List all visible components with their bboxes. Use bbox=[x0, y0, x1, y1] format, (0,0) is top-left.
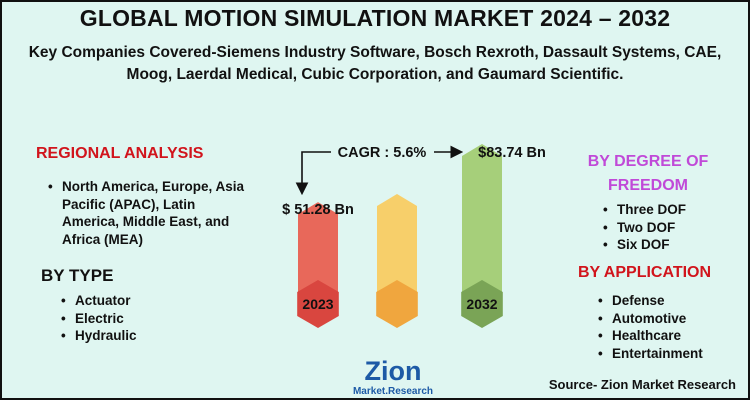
list-item: North America, Europe, Asia Pacific (APA… bbox=[48, 178, 248, 248]
key-companies-text: Key Companies Covered-Siemens Industry S… bbox=[28, 44, 722, 83]
page-title: GLOBAL MOTION SIMULATION MARKET 2024 – 2… bbox=[79, 5, 671, 31]
bar-2023 bbox=[298, 202, 338, 304]
data-label-2023: $ 51.28 Bn bbox=[282, 202, 354, 218]
zion-logo: Zion Market.Research bbox=[353, 356, 433, 397]
year-label-2032: 2032 bbox=[466, 296, 497, 312]
hexagon-2032 bbox=[461, 280, 503, 328]
list-item: Three DOF bbox=[603, 201, 686, 219]
source-text: Source- Zion Market Research bbox=[548, 377, 736, 392]
list-item: Automotive bbox=[598, 310, 703, 328]
hexagon-2023 bbox=[297, 280, 339, 328]
by-dof-heading-line2: FREEDOM bbox=[608, 177, 688, 194]
list-item: Hydraulic bbox=[61, 327, 137, 345]
application-list: Defense Automotive Healthcare Entertainm… bbox=[598, 292, 703, 362]
by-dof-heading-line1: BY DEGREE OF bbox=[587, 153, 709, 170]
year-label-2023: 2023 bbox=[302, 296, 333, 312]
cagr-label: CAGR : 5.6% bbox=[338, 145, 427, 161]
dof-list: Three DOF Two DOF Six DOF bbox=[603, 201, 686, 254]
list-item: Defense bbox=[598, 292, 703, 310]
regional-list: North America, Europe, Asia Pacific (APA… bbox=[48, 178, 248, 248]
hexagon-middle bbox=[376, 280, 418, 328]
bar-middle bbox=[377, 194, 417, 304]
bar-2032 bbox=[462, 144, 502, 304]
logo-text-zion: Zion bbox=[365, 356, 422, 386]
list-item: Entertainment bbox=[598, 345, 703, 363]
list-item: Electric bbox=[61, 310, 137, 328]
list-item: Six DOF bbox=[603, 236, 686, 254]
by-application-heading: BY APPLICATION bbox=[578, 264, 712, 281]
by-dof-heading: BY DEGREE OF FREEDOM bbox=[568, 150, 728, 198]
list-item: Actuator bbox=[61, 292, 137, 310]
by-type-heading: BY TYPE bbox=[41, 266, 114, 285]
type-list: Actuator Electric Hydraulic bbox=[61, 292, 137, 345]
regional-analysis-heading: REGIONAL ANALYSIS bbox=[36, 145, 204, 162]
cagr-arrow bbox=[295, 151, 331, 196]
logo-text-market-research: Market.Research bbox=[353, 386, 433, 397]
list-item: Two DOF bbox=[603, 219, 686, 237]
data-label-2032: $83.74 Bn bbox=[478, 145, 546, 161]
list-item: Healthcare bbox=[598, 327, 703, 345]
